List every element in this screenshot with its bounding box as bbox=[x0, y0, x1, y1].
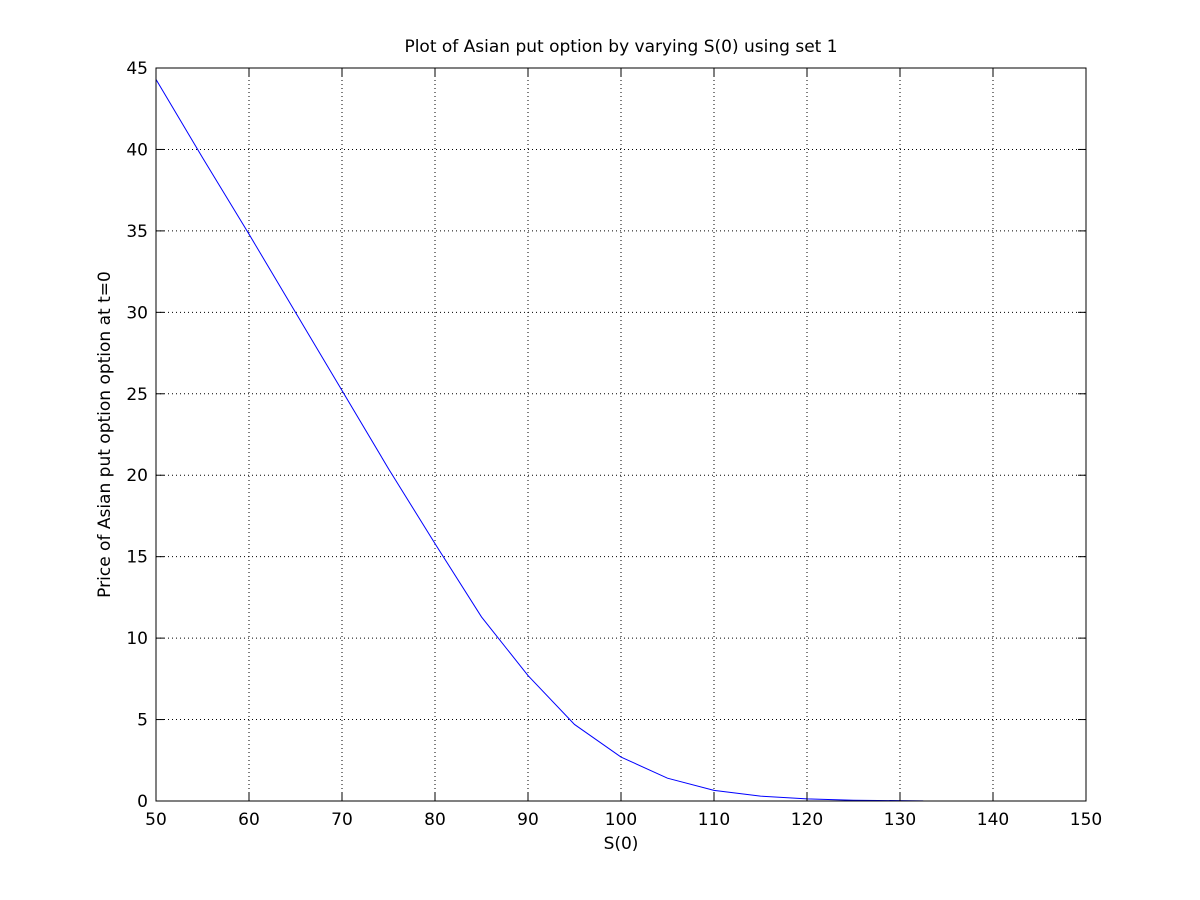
x-tick-label: 120 bbox=[791, 810, 823, 830]
y-tick-label: 40 bbox=[126, 140, 148, 160]
y-axis-label: Price of Asian put option option at t=0 bbox=[95, 271, 115, 598]
y-tick-label: 5 bbox=[137, 711, 148, 731]
plot-frame bbox=[155, 67, 1087, 802]
x-tick-label: 70 bbox=[331, 810, 353, 830]
chart-title: Plot of Asian put option by varying S(0)… bbox=[404, 37, 837, 57]
y-tick-label: 20 bbox=[126, 466, 148, 486]
x-tick-label: 130 bbox=[884, 810, 916, 830]
y-tick-label: 15 bbox=[126, 548, 148, 568]
grid bbox=[156, 68, 1086, 801]
x-axis-label: S(0) bbox=[604, 834, 639, 854]
y-tick-label: 0 bbox=[137, 792, 148, 812]
y-tick-label: 45 bbox=[126, 59, 148, 79]
y-tick-label: 30 bbox=[126, 303, 148, 323]
x-tick-label: 150 bbox=[1070, 810, 1102, 830]
x-tick-label: 60 bbox=[238, 810, 260, 830]
x-tick-label: 140 bbox=[977, 810, 1009, 830]
y-tick-label: 35 bbox=[126, 222, 148, 242]
ticks: 50 60 70 80 90 100 110 120 130 140 150 0 5 10 15 20 25 30… bbox=[126, 59, 1102, 830]
series-line bbox=[155, 79, 924, 802]
y-tick-label: 10 bbox=[126, 629, 148, 649]
x-tick-label: 100 bbox=[605, 810, 637, 830]
y-tick-label: 25 bbox=[126, 385, 148, 405]
x-tick-label: 110 bbox=[698, 810, 730, 830]
x-tick-label: 80 bbox=[424, 810, 446, 830]
series-layer bbox=[155, 79, 924, 802]
x-tick-label: 90 bbox=[517, 810, 539, 830]
x-tick-label: 50 bbox=[145, 810, 167, 830]
